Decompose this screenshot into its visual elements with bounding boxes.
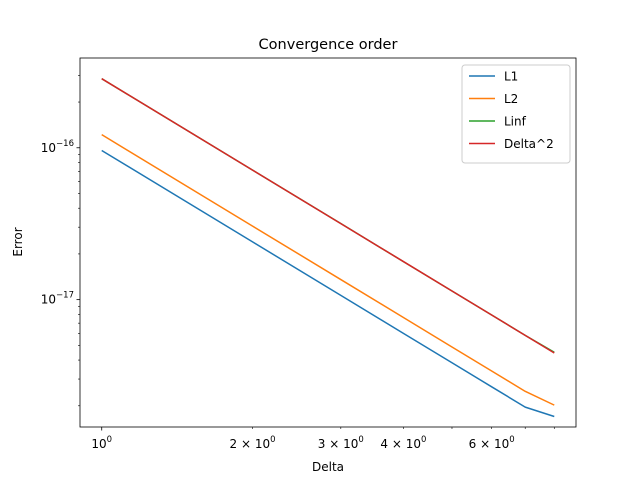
- x-tick-label-major-0: 100: [91, 435, 112, 451]
- series-line-0: [101, 149, 555, 418]
- x-tick-label-minor-0-times: ×: [237, 437, 255, 451]
- y-tick-label-0-exponent: −17: [56, 291, 74, 301]
- x-tick-label-minor-0-base: 10: [255, 437, 270, 451]
- x-axis-label: Delta: [312, 460, 344, 474]
- x-tick-label-minor-1-times: ×: [325, 437, 343, 451]
- y-tick-label-1-base: 10: [41, 141, 56, 155]
- chart-title: Convergence order: [259, 37, 398, 53]
- x-tick-label-minor-2-times: ×: [388, 437, 406, 451]
- x-tick-label-minor-4-exponent: 0: [509, 435, 514, 445]
- series-line-1: [101, 134, 555, 406]
- series-line-3: [101, 78, 555, 354]
- y-tick-label-1: 10−16: [41, 139, 74, 155]
- x-tick-label-minor-0: 2 × 100: [230, 435, 276, 451]
- x-tick-label-major-0-exponent: 0: [107, 435, 112, 445]
- x-tick-label-minor-0-mantissa: 2: [230, 437, 238, 451]
- legend: L1 L2 Linf Delta^2: [461, 64, 571, 164]
- y-tick-label-0: 10−17: [41, 291, 74, 307]
- legend-box: [461, 64, 571, 164]
- x-tick-label-minor-4-base: 10: [494, 437, 509, 451]
- x-tick-label-minor-2: 4 × 100: [380, 435, 426, 451]
- x-tick-label-minor-2-mantissa: 4: [380, 437, 388, 451]
- series-layer: [101, 78, 555, 418]
- x-tick-label-minor-1-base: 10: [343, 437, 358, 451]
- x-tick-label-minor-4-times: ×: [476, 437, 494, 451]
- x-tick-label-minor-0-exponent: 0: [270, 435, 275, 445]
- x-tick-label-minor-2-exponent: 0: [421, 435, 426, 445]
- x-tick-label-minor-2-base: 10: [406, 437, 421, 451]
- x-tick-label-minor-1: 3 × 100: [318, 435, 364, 451]
- legend-label-3: Delta^2: [504, 137, 554, 151]
- legend-label-0: L1: [504, 70, 518, 84]
- x-tick-label-minor-4-mantissa: 6: [469, 437, 477, 451]
- y-tick-label-0-base: 10: [41, 293, 56, 307]
- plot-frame: [79, 57, 577, 428]
- x-tick-label-minor-1-mantissa: 3: [318, 437, 326, 451]
- x-tick-label-major-0-base: 10: [91, 437, 106, 451]
- x-axis-ticks: 100 2 × 100 3 × 100 4 × 100 6 × 100: [91, 427, 555, 451]
- x-tick-label-minor-4: 6 × 100: [469, 435, 515, 451]
- legend-label-2: Linf: [504, 115, 527, 129]
- x-tick-label-minor-1-exponent: 0: [358, 435, 363, 445]
- y-axis-label: Error: [11, 227, 25, 256]
- y-tick-label-1-exponent: −16: [56, 139, 74, 149]
- legend-label-1: L2: [504, 92, 518, 106]
